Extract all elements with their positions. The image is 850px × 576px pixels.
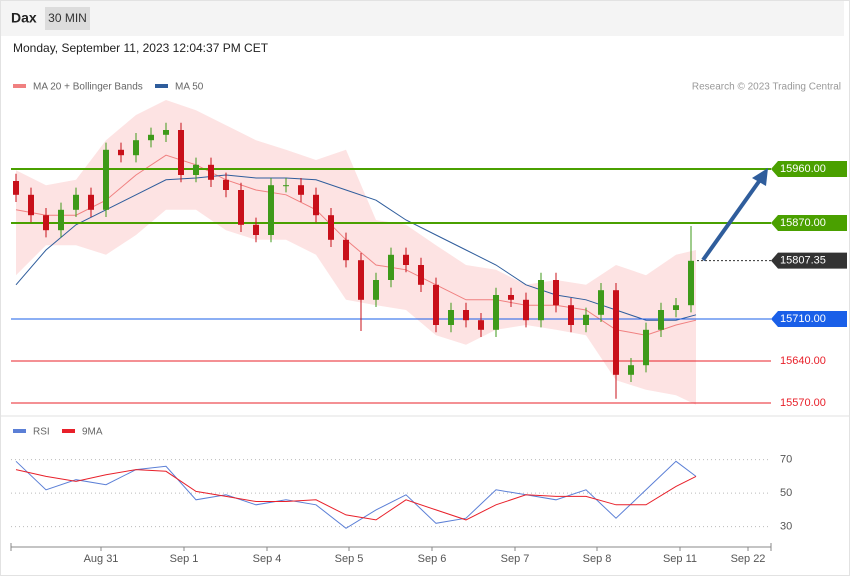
x-tick-label: Sep 6 <box>418 553 447 565</box>
y-tick-label: 30 <box>780 521 792 533</box>
instrument: Dax <box>11 10 37 26</box>
y-tick-label: 70 <box>780 454 792 466</box>
candle-body <box>448 310 454 325</box>
rsi-line <box>15 460 697 529</box>
candle-body <box>673 305 679 310</box>
candle-body <box>13 181 19 195</box>
candle-body <box>28 194 34 216</box>
candle-body <box>628 365 634 375</box>
candle-body <box>148 134 154 141</box>
legend-label: MA 20 + Bollinger Bands <box>33 82 143 93</box>
x-tick-label: Sep 11 <box>663 553 697 565</box>
timestamp: Monday, September 11, 2023 12:04:37 PM C… <box>13 41 269 55</box>
candle-body <box>313 194 319 216</box>
candle-body <box>373 280 379 300</box>
interval-button[interactable] <box>45 7 90 30</box>
candle-body <box>538 280 544 321</box>
candle-body <box>418 265 424 285</box>
level-label: 15640.00 <box>780 355 826 367</box>
candle-body <box>343 239 349 261</box>
x-tick-label: Aug 31 <box>84 553 119 565</box>
candle-body <box>88 194 94 210</box>
candle-body <box>103 149 109 210</box>
indicator-line <box>15 174 697 321</box>
candle-body <box>163 130 169 135</box>
level-label: 15960.00 <box>780 163 826 175</box>
candle-body <box>358 260 364 300</box>
candle-body <box>238 190 244 225</box>
legend-label: 9MA <box>82 427 103 438</box>
x-tick-label: Sep 8 <box>583 553 612 565</box>
candle-body <box>463 310 469 321</box>
candle-body <box>58 209 64 231</box>
x-tick-label: Sep 22 <box>731 553 766 565</box>
candle-body <box>658 310 664 330</box>
candle-body <box>403 254 409 265</box>
candle-body <box>388 254 394 280</box>
candle-body <box>208 164 214 180</box>
forecast-arrow <box>701 168 768 262</box>
candle-body <box>613 290 619 375</box>
candle-body <box>283 185 289 187</box>
candle-body <box>688 260 694 306</box>
legend-label: MA 50 <box>175 82 204 93</box>
candle-body <box>568 305 574 325</box>
candle-body <box>643 329 649 366</box>
level-label: 15807.35 <box>780 254 826 266</box>
candle-body <box>43 215 49 231</box>
level-tag <box>771 215 847 231</box>
candle-body <box>73 194 79 210</box>
candle-body <box>478 320 484 330</box>
legend-swatch <box>155 84 168 88</box>
candle-body <box>583 314 589 325</box>
indicator-line <box>15 154 697 336</box>
candle-body <box>133 140 139 156</box>
x-tick-label: Sep 1 <box>170 553 199 565</box>
level-label: 15870.00 <box>780 217 826 229</box>
candle-body <box>298 185 304 195</box>
x-tick-label: Sep 4 <box>253 553 282 565</box>
candle-body <box>178 130 184 175</box>
candle-body <box>508 295 514 300</box>
legend-swatch <box>13 429 26 433</box>
candle-body <box>268 185 274 235</box>
candle-body <box>598 290 604 315</box>
legend-swatch <box>13 84 26 88</box>
level-label: 15710.00 <box>780 313 826 325</box>
candle-body <box>193 164 199 175</box>
candle-body <box>328 215 334 240</box>
bollinger-band <box>16 100 696 405</box>
header-bar <box>1 1 844 36</box>
interval[interactable]: 30 MIN <box>48 11 87 25</box>
candle-body <box>253 224 259 235</box>
candle-body <box>433 284 439 325</box>
level-label: 15570.00 <box>780 397 826 409</box>
candle-body <box>118 149 124 156</box>
candle-body <box>523 299 529 321</box>
level-tag <box>771 311 847 327</box>
candle-body <box>553 280 559 306</box>
copyright: Research © 2023 Trading Central <box>692 82 841 93</box>
level-tag <box>771 252 847 269</box>
candle-body <box>493 295 499 330</box>
y-tick-label: 50 <box>780 487 792 499</box>
rsi-line <box>15 469 697 521</box>
candle-body <box>223 179 229 190</box>
level-tag <box>771 161 847 177</box>
legend-label: RSI <box>33 427 50 438</box>
x-tick-label: Sep 7 <box>501 553 530 565</box>
x-tick-label: Sep 5 <box>335 553 364 565</box>
legend-swatch <box>62 429 75 433</box>
